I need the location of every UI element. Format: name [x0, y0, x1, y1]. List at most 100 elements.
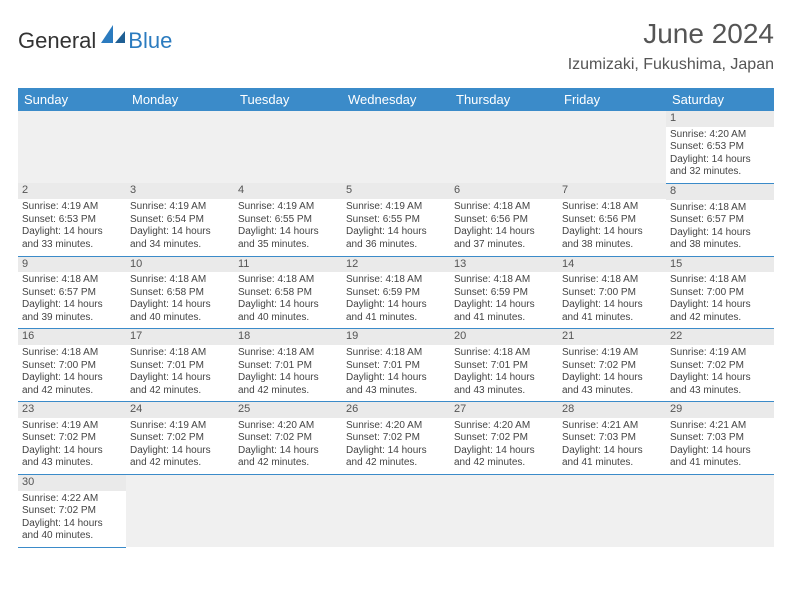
- day-info: Sunrise: 4:21 AMSunset: 7:03 PMDaylight:…: [562, 420, 662, 470]
- weekday-header: Saturday: [666, 88, 774, 111]
- calendar-cell: 27 Sunrise: 4:20 AMSunset: 7:02 PMDayligh…: [450, 402, 558, 475]
- day-info: Sunrise: 4:22 AMSunset: 7:02 PMDaylight:…: [22, 493, 122, 543]
- day-info: Sunrise: 4:18 AMSunset: 7:01 PMDaylight:…: [238, 347, 338, 397]
- day-number: 20: [450, 329, 558, 345]
- calendar-cell: 8 Sunrise: 4:18 AMSunset: 6:57 PMDaylight…: [666, 183, 774, 256]
- day-info: Sunrise: 4:19 AMSunset: 7:02 PMDaylight:…: [130, 420, 230, 470]
- day-info: Sunrise: 4:18 AMSunset: 6:59 PMDaylight:…: [346, 274, 446, 324]
- title-block: June 2024 Izumizaki, Fukushima, Japan: [568, 18, 774, 74]
- day-number: 27: [450, 402, 558, 418]
- day-info: Sunrise: 4:19 AMSunset: 7:02 PMDaylight:…: [562, 347, 662, 397]
- day-info: Sunrise: 4:18 AMSunset: 7:01 PMDaylight:…: [130, 347, 230, 397]
- weekday-header: Wednesday: [342, 88, 450, 111]
- calendar-cell: 24 Sunrise: 4:19 AMSunset: 7:02 PMDayligh…: [126, 402, 234, 475]
- day-number: 9: [18, 257, 126, 273]
- logo-text-blue: Blue: [128, 28, 172, 54]
- calendar-cell: 28 Sunrise: 4:21 AMSunset: 7:03 PMDayligh…: [558, 402, 666, 475]
- day-number: 17: [126, 329, 234, 345]
- day-info: Sunrise: 4:18 AMSunset: 6:57 PMDaylight:…: [22, 274, 122, 324]
- calendar-cell-empty: [558, 111, 666, 183]
- weekday-header: Tuesday: [234, 88, 342, 111]
- logo-sail-icon: [99, 23, 127, 50]
- calendar-cell: 13Sunrise: 4:18 AMSunset: 6:59 PMDayligh…: [450, 256, 558, 329]
- calendar-cell: 12Sunrise: 4:18 AMSunset: 6:59 PMDayligh…: [342, 256, 450, 329]
- location: Izumizaki, Fukushima, Japan: [568, 56, 774, 74]
- calendar-cell: 23 Sunrise: 4:19 AMSunset: 7:02 PMDayligh…: [18, 402, 126, 475]
- day-info: Sunrise: 4:20 AMSunset: 7:02 PMDaylight:…: [346, 420, 446, 470]
- day-number: 2: [18, 183, 126, 199]
- calendar-cell: 10Sunrise: 4:18 AMSunset: 6:58 PMDayligh…: [126, 256, 234, 329]
- day-info: Sunrise: 4:18 AMSunset: 7:01 PMDaylight:…: [346, 347, 446, 397]
- day-number: 24: [126, 402, 234, 418]
- calendar-cell-empty: [342, 474, 450, 547]
- calendar-cell: 16 Sunrise: 4:18 AMSunset: 7:00 PMDayligh…: [18, 329, 126, 402]
- logo-text-general: General: [18, 28, 96, 54]
- calendar-cell: 1Sunrise: 4:20 AMSunset: 6:53 PMDaylight…: [666, 111, 774, 183]
- day-number: 16: [18, 329, 126, 345]
- day-info: Sunrise: 4:18 AMSunset: 7:00 PMDaylight:…: [562, 274, 662, 324]
- day-number: 25: [234, 402, 342, 418]
- calendar-cell: 19 Sunrise: 4:18 AMSunset: 7:01 PMDayligh…: [342, 329, 450, 402]
- calendar-cell: 21 Sunrise: 4:19 AMSunset: 7:02 PMDayligh…: [558, 329, 666, 402]
- day-info: Sunrise: 4:18 AMSunset: 7:00 PMDaylight:…: [22, 347, 122, 397]
- calendar-head: SundayMondayTuesdayWednesdayThursdayFrid…: [18, 88, 774, 111]
- day-info: Sunrise: 4:18 AMSunset: 7:00 PMDaylight:…: [670, 274, 770, 324]
- day-number: 10: [126, 257, 234, 273]
- calendar-cell: 20 Sunrise: 4:18 AMSunset: 7:01 PMDayligh…: [450, 329, 558, 402]
- calendar-cell: 22 Sunrise: 4:19 AMSunset: 7:02 PMDayligh…: [666, 329, 774, 402]
- calendar-cell: 4 Sunrise: 4:19 AMSunset: 6:55 PMDaylight…: [234, 183, 342, 256]
- day-number: 14: [558, 257, 666, 273]
- day-info: Sunrise: 4:21 AMSunset: 7:03 PMDaylight:…: [670, 420, 770, 470]
- calendar-cell-empty: [450, 111, 558, 183]
- day-info: Sunrise: 4:18 AMSunset: 6:57 PMDaylight:…: [670, 202, 770, 252]
- month-title: June 2024: [568, 18, 774, 50]
- day-info: Sunrise: 4:19 AMSunset: 7:02 PMDaylight:…: [22, 420, 122, 470]
- day-number: 22: [666, 329, 774, 345]
- day-number: 19: [342, 329, 450, 345]
- day-info: Sunrise: 4:19 AMSunset: 6:53 PMDaylight:…: [22, 201, 122, 251]
- day-number: 26: [342, 402, 450, 418]
- day-info: Sunrise: 4:19 AMSunset: 6:55 PMDaylight:…: [346, 201, 446, 251]
- calendar-table: SundayMondayTuesdayWednesdayThursdayFrid…: [18, 88, 774, 548]
- day-info: Sunrise: 4:19 AMSunset: 6:54 PMDaylight:…: [130, 201, 230, 251]
- weekday-header: Sunday: [18, 88, 126, 111]
- calendar-cell-empty: [18, 111, 126, 183]
- day-info: Sunrise: 4:18 AMSunset: 6:58 PMDaylight:…: [238, 274, 338, 324]
- calendar-cell: 26 Sunrise: 4:20 AMSunset: 7:02 PMDayligh…: [342, 402, 450, 475]
- day-number: 15: [666, 257, 774, 273]
- calendar-cell: 9Sunrise: 4:18 AMSunset: 6:57 PMDaylight…: [18, 256, 126, 329]
- day-number: 6: [450, 183, 558, 199]
- calendar-cell: 6 Sunrise: 4:18 AMSunset: 6:56 PMDaylight…: [450, 183, 558, 256]
- calendar-cell: 3 Sunrise: 4:19 AMSunset: 6:54 PMDaylight…: [126, 183, 234, 256]
- day-number: 29: [666, 402, 774, 418]
- day-number: 1: [666, 111, 774, 127]
- day-info: Sunrise: 4:18 AMSunset: 7:01 PMDaylight:…: [454, 347, 554, 397]
- calendar-cell-empty: [234, 111, 342, 183]
- day-info: Sunrise: 4:20 AMSunset: 7:02 PMDaylight:…: [454, 420, 554, 470]
- day-number: 13: [450, 257, 558, 273]
- weekday-header: Friday: [558, 88, 666, 111]
- day-info: Sunrise: 4:19 AMSunset: 7:02 PMDaylight:…: [670, 347, 770, 397]
- calendar-cell-empty: [666, 474, 774, 547]
- day-number: 21: [558, 329, 666, 345]
- day-info: Sunrise: 4:19 AMSunset: 6:55 PMDaylight:…: [238, 201, 338, 251]
- calendar-cell: 30Sunrise: 4:22 AMSunset: 7:02 PMDayligh…: [18, 474, 126, 547]
- day-number: 28: [558, 402, 666, 418]
- day-number: 4: [234, 183, 342, 199]
- calendar-cell: 11Sunrise: 4:18 AMSunset: 6:58 PMDayligh…: [234, 256, 342, 329]
- calendar-cell: 25Sunrise: 4:20 AMSunset: 7:02 PMDayligh…: [234, 402, 342, 475]
- day-number: 3: [126, 183, 234, 199]
- calendar-cell: 29 Sunrise: 4:21 AMSunset: 7:03 PMDayligh…: [666, 402, 774, 475]
- day-number: 23: [18, 402, 126, 418]
- calendar-cell: 15Sunrise: 4:18 AMSunset: 7:00 PMDayligh…: [666, 256, 774, 329]
- calendar-cell: 18Sunrise: 4:18 AMSunset: 7:01 PMDayligh…: [234, 329, 342, 402]
- weekday-header: Thursday: [450, 88, 558, 111]
- day-info: Sunrise: 4:18 AMSunset: 6:59 PMDaylight:…: [454, 274, 554, 324]
- logo: General Blue: [18, 28, 172, 54]
- day-number: 8: [666, 184, 774, 200]
- calendar-cell-empty: [126, 474, 234, 547]
- calendar-cell: 14Sunrise: 4:18 AMSunset: 7:00 PMDayligh…: [558, 256, 666, 329]
- weekday-header: Monday: [126, 88, 234, 111]
- day-number: 5: [342, 183, 450, 199]
- day-info: Sunrise: 4:18 AMSunset: 6:56 PMDaylight:…: [454, 201, 554, 251]
